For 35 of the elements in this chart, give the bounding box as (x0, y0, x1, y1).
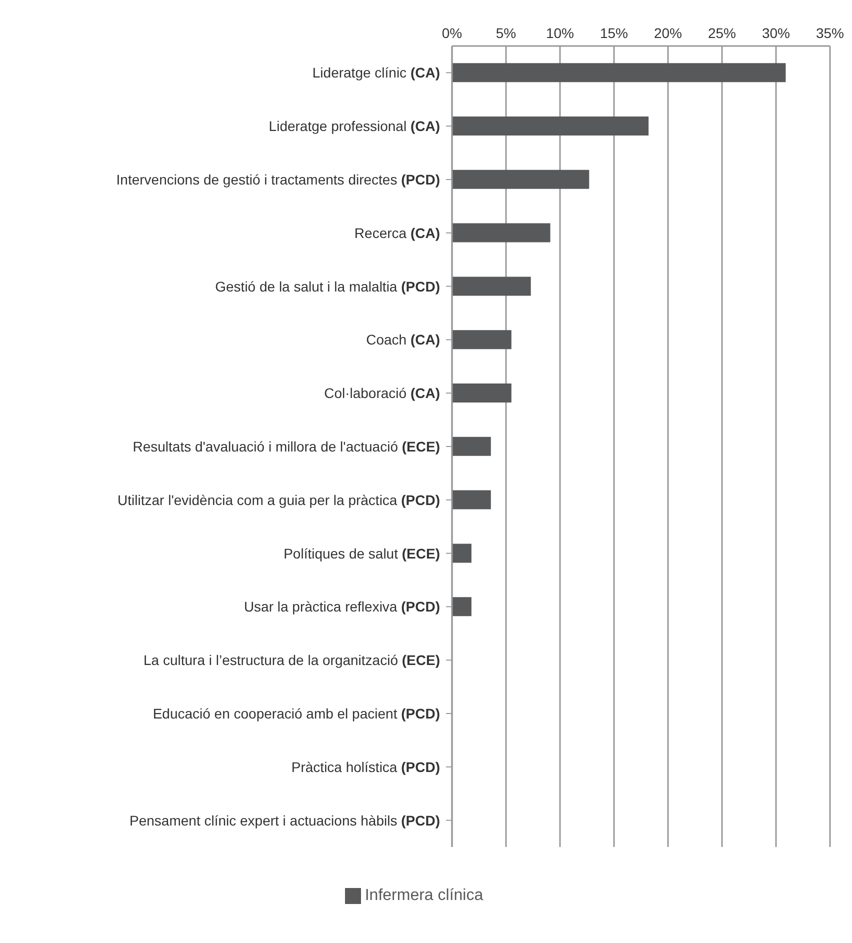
y-tick-label: Col·laboració (CA) (324, 385, 440, 402)
y-tick-label: La cultura i l’estructura de la organització (ECE) (144, 652, 440, 668)
bar (452, 330, 512, 350)
bar (452, 116, 649, 136)
bar (452, 436, 491, 456)
y-tick-label: Lideratge clínic (CA) (312, 64, 440, 81)
y-tick-label: Pràctica holística (PCD) (291, 758, 440, 775)
y-tick-label: Polítiques de salut (ECE) (284, 545, 440, 562)
bar (452, 223, 550, 242)
legend-label: Infermera clínica (364, 887, 484, 904)
x-tick-label: 30% (762, 25, 790, 41)
y-tick-label: Resultats d'avaluació i millora de l'actuació (ECE) (132, 438, 440, 454)
bar (452, 383, 512, 402)
y-tick-label: Usar la pràctica reflexiva (PCD) (244, 598, 440, 615)
x-tick-label: 5% (496, 25, 516, 41)
x-tick-label: 20% (654, 25, 682, 41)
y-tick-label: Recerca (CA) (354, 224, 440, 241)
bar (452, 544, 472, 563)
x-tick-label: 0% (442, 25, 462, 41)
y-tick-label: Intervencions de gestió i tractaments directes (PCD) (116, 172, 440, 188)
x-tick-label: 15% (600, 25, 628, 41)
x-tick-label: 25% (708, 25, 736, 41)
x-tick-label: 10% (546, 25, 574, 41)
y-tick-label: Gestió de la salut i la malaltia (PCD) (215, 278, 440, 294)
y-tick-label: Lideratge professional (CA) (268, 118, 440, 134)
bar (452, 170, 590, 189)
x-tick-label: 35% (816, 25, 844, 41)
bar (452, 490, 491, 510)
y-tick-label: Pensament clínic expert i actuacions hàbils (PCD) (130, 812, 440, 828)
y-tick-label: Educació en cooperació amb el pacient (PCD) (152, 706, 440, 722)
bar (452, 597, 472, 616)
y-tick-label: Utilitzar l'evidència com a guia per la pràctica (PCD) (118, 492, 440, 508)
bar (452, 63, 786, 82)
y-tick-label: Coach (CA) (366, 332, 440, 348)
bar (452, 276, 531, 296)
